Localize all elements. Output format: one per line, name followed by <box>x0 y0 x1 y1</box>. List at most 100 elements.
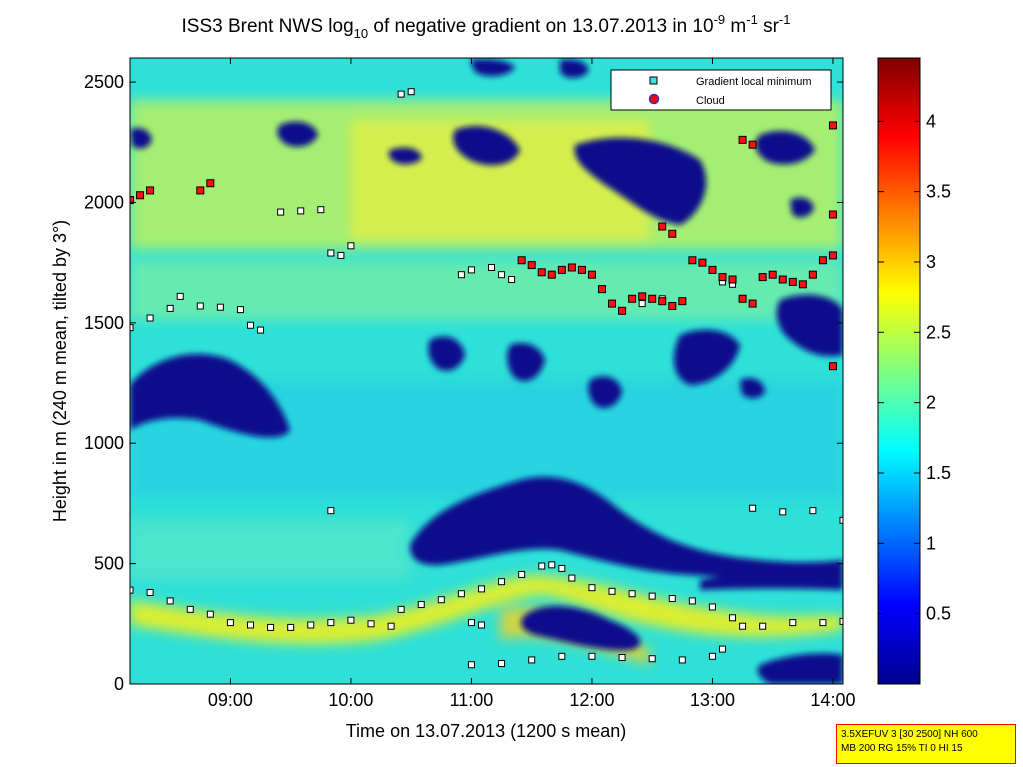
legend-cloud-label: Cloud <box>696 95 725 107</box>
cloud-point <box>618 306 627 315</box>
cloud-point <box>638 292 647 301</box>
x-tick-label: 10:00 <box>328 690 373 710</box>
gradient-minimum-point <box>196 302 204 310</box>
gradient-minimum-point <box>317 206 325 214</box>
legend-box <box>610 69 832 111</box>
cloud-point <box>678 297 687 306</box>
y-axis: 0 500 1000 1500 2000 2500 <box>84 72 843 694</box>
cloud-point <box>708 265 717 274</box>
gradient-minimum-point <box>176 292 184 300</box>
gradient-minimum-point <box>759 622 767 630</box>
cloud-point <box>537 268 546 277</box>
cloud-point <box>628 294 637 303</box>
gradient-minimum-point <box>327 619 335 627</box>
gradient-minimum-point <box>206 610 214 618</box>
y-tick-label: 1500 <box>84 313 124 333</box>
cloud-point <box>738 294 747 303</box>
cloud-point <box>758 273 767 282</box>
colorbar-tick-label: 0.5 <box>926 604 951 624</box>
gradient-minimum-point <box>307 621 315 629</box>
cloud-point <box>130 196 134 205</box>
gradient-minimum-point <box>528 656 536 664</box>
gradient-minimum-point <box>417 601 425 609</box>
gradient-minimum-point <box>558 564 566 572</box>
legend: Gradient local minimum Cloud <box>610 69 832 111</box>
cloud-point <box>828 251 837 260</box>
cloud-point <box>798 280 807 289</box>
plot-frame <box>129 57 844 685</box>
info-line-1: 3.5XEFUV 3 [30 2500] NH 600 <box>841 729 978 740</box>
gradient-minimum-point <box>588 584 596 592</box>
x-axis-label: Time on 13.07.2013 (1200 s mean) <box>346 721 627 741</box>
gradient-minimum-point <box>387 622 395 630</box>
gradient-minimum-point <box>588 652 596 660</box>
cloud-point <box>547 270 556 279</box>
gradient-minimum-point <box>467 619 475 627</box>
gradient-minimum-point <box>457 271 465 279</box>
gradient-minimum-point <box>678 656 686 664</box>
gradient-minimum-point <box>518 570 526 578</box>
gradient-minimum-point <box>688 597 696 605</box>
y-tick-label: 2000 <box>84 192 124 212</box>
cloud-point <box>768 270 777 279</box>
cloud-point <box>577 265 586 274</box>
y-tick-label: 1000 <box>84 433 124 453</box>
heatmap-field <box>130 58 843 684</box>
gradient-minimum-point <box>337 251 345 259</box>
cloud-point <box>658 297 667 306</box>
gradient-minimum-point <box>146 314 154 322</box>
cloud-point <box>196 186 205 195</box>
gradient-minimum-point <box>247 621 255 629</box>
cloud-point <box>808 270 817 279</box>
chart-title: ISS3 Brent NWS log10 of negative gradien… <box>182 12 791 41</box>
gradient-minimum-point <box>457 590 465 598</box>
gradient-minimum-point <box>327 507 335 515</box>
x-tick-label: 12:00 <box>569 690 614 710</box>
gradient-minimum-point <box>648 655 656 663</box>
colorbar-tick-label: 4 <box>926 111 936 131</box>
gradient-minimum-point <box>397 605 405 613</box>
cloud-point <box>658 222 667 231</box>
cloud-point <box>146 186 155 195</box>
cloud-point <box>206 179 215 188</box>
gradient-minimum-point <box>347 242 355 250</box>
cloud-point <box>648 294 657 303</box>
legend-gradient-marker <box>649 76 658 85</box>
gradient-minimum-point <box>437 596 445 604</box>
cloud-point <box>698 258 707 267</box>
gradient-minimum-point <box>708 652 716 660</box>
gradient-minimum-point <box>618 654 626 662</box>
gradient-minimum-point <box>729 614 737 622</box>
gradient-minimum-point <box>638 300 646 308</box>
gradient-minimum-point <box>749 504 757 512</box>
cloud-point <box>818 256 827 265</box>
x-tick-label: 14:00 <box>810 690 855 710</box>
cloud-point <box>828 362 837 371</box>
cloud-point <box>527 261 536 270</box>
gradient-minimum-point <box>146 589 154 597</box>
gradient-minimum-point <box>367 620 375 628</box>
gradient-minimum-point <box>839 617 843 625</box>
cloud-point <box>567 263 576 272</box>
gradient-minimum-point <box>236 306 244 314</box>
gradient-minimum-point <box>166 304 174 312</box>
gradient-minimum-point <box>488 263 496 271</box>
cloud-point <box>136 191 145 200</box>
y-tick-label: 0 <box>114 674 124 694</box>
gradient-minimum-point <box>130 586 134 594</box>
gradient-minimum-point <box>397 90 405 98</box>
gradient-minimum-point <box>708 603 716 611</box>
gradient-minimum-point <box>809 507 817 515</box>
gradient-minimum-point <box>477 621 485 629</box>
gradient-minimum-point <box>347 616 355 624</box>
gradient-minimum-point <box>608 587 616 595</box>
y-tick-label: 2500 <box>84 72 124 92</box>
colorbar-tick-label: 2 <box>926 393 936 413</box>
gradient-minimum-point <box>297 207 305 215</box>
x-tick-label: 13:00 <box>690 690 735 710</box>
y-axis-label: Height in m (240 m mean, tilted by 3°) <box>50 220 70 522</box>
cloud-point <box>748 140 757 149</box>
cloud-point <box>828 210 837 219</box>
gradient-minimum-point <box>498 578 506 586</box>
